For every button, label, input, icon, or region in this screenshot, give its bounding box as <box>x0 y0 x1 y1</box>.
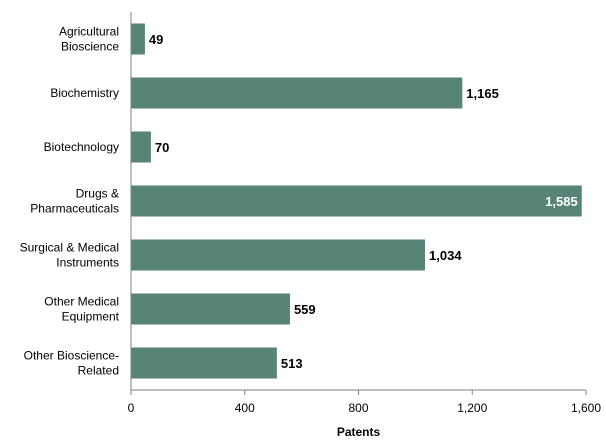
x-tick-label-4: 1,600 <box>571 401 601 415</box>
category-label-2: Biotechnology <box>44 140 119 154</box>
bar-3 <box>131 185 582 217</box>
category-label-5-line-0: Other Medical <box>44 295 119 309</box>
bar-2 <box>131 131 151 163</box>
bar-0 <box>131 23 145 55</box>
x-tick-label-0: 0 <box>128 401 135 415</box>
value-label-4: 1,034 <box>429 248 462 263</box>
x-tick-label-3: 1,200 <box>457 401 487 415</box>
category-label-6-line-0: Other Bioscience- <box>24 349 119 363</box>
value-label-6: 513 <box>281 356 303 371</box>
value-label-0: 49 <box>149 32 163 47</box>
value-label-1: 1,165 <box>466 86 499 101</box>
bar-6 <box>131 347 277 379</box>
x-tick-label-1: 400 <box>235 401 255 415</box>
category-label-1: Biochemistry <box>50 86 119 100</box>
x-axis-title: Patents <box>337 425 381 439</box>
x-axis-ticks: 0 400 800 1,200 1,600 <box>128 390 601 415</box>
category-label-5-line-1: Equipment <box>62 310 120 324</box>
category-label-3-line-0: Drugs & <box>76 187 119 201</box>
value-label-5: 559 <box>294 302 316 317</box>
bar-4 <box>131 239 426 271</box>
value-labels: 49 1,165 70 1,585 1,034 559 513 <box>149 32 578 371</box>
bar-5 <box>131 293 290 325</box>
category-label-4-line-1: Instruments <box>56 256 119 270</box>
category-label-0-line-0: Agricultural <box>59 25 119 39</box>
value-label-3: 1,585 <box>545 194 578 209</box>
bars-layer <box>131 23 582 379</box>
bar-1 <box>131 77 463 109</box>
x-tick-label-2: 800 <box>348 401 368 415</box>
value-label-2: 70 <box>155 140 169 155</box>
category-label-6-line-1: Related <box>78 364 119 378</box>
category-label-4-line-0: Surgical & Medical <box>20 241 119 255</box>
category-label-0-line-1: Bioscience <box>61 40 119 54</box>
category-label-3-line-1: Pharmaceuticals <box>30 202 119 216</box>
